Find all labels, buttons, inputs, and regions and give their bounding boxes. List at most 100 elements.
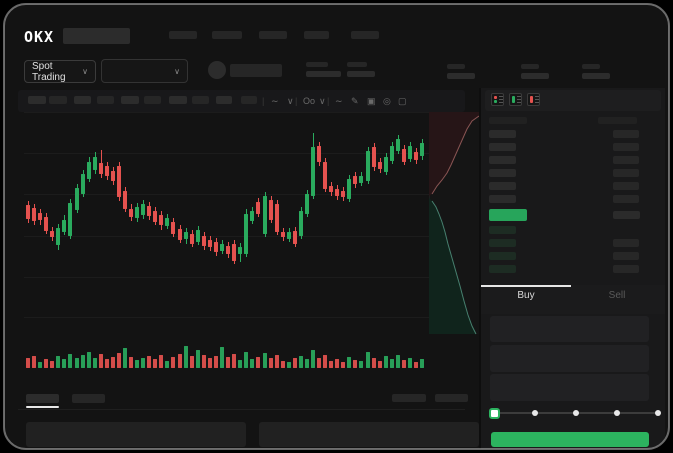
slider-handle[interactable] xyxy=(489,408,500,419)
candlestick xyxy=(372,147,376,167)
timeframe-skeleton xyxy=(28,96,46,104)
total-input[interactable] xyxy=(490,374,649,401)
volume-bar xyxy=(250,359,254,368)
nav-item-skeleton xyxy=(212,31,242,39)
pair-icon-skeleton xyxy=(208,61,226,79)
volume-bar xyxy=(238,360,242,368)
panel-divider xyxy=(479,88,481,449)
volume-bar xyxy=(305,359,309,368)
candlestick xyxy=(366,151,370,181)
volume-bar xyxy=(402,360,406,368)
bid-price-skeleton[interactable] xyxy=(489,226,516,234)
candlestick xyxy=(129,209,133,217)
volume-bar xyxy=(208,358,212,368)
volume-bar xyxy=(165,361,169,368)
amount-input[interactable] xyxy=(490,345,649,372)
orders-table-row-skeleton xyxy=(259,422,479,447)
bid-size-skeleton xyxy=(613,252,639,260)
asks-color-bar xyxy=(530,96,533,103)
pair-dropdown[interactable]: ∨ xyxy=(101,59,188,83)
tab-sell[interactable]: Sell xyxy=(608,290,626,301)
slider-step-dot[interactable] xyxy=(532,410,538,416)
ask-price-skeleton[interactable] xyxy=(489,182,516,190)
book-combined-view-icon[interactable] xyxy=(491,93,504,106)
chart-gridline xyxy=(24,277,429,278)
book-asks-view-icon[interactable] xyxy=(527,93,540,106)
bid-size-skeleton xyxy=(613,265,639,273)
volume-bar xyxy=(378,361,382,368)
draw-tools-icon[interactable]: ✎ xyxy=(351,96,359,106)
candlestick xyxy=(141,204,145,215)
ask-price-skeleton[interactable] xyxy=(489,143,516,151)
orderbook-header-skeleton xyxy=(489,117,527,124)
volume-bar xyxy=(44,359,48,368)
volume-bar xyxy=(341,362,345,368)
buy-submit-button[interactable] xyxy=(491,432,649,447)
candlestick xyxy=(250,211,254,221)
slider-step-dot[interactable] xyxy=(614,410,620,416)
volume-bar xyxy=(244,352,248,368)
candlestick xyxy=(335,189,339,196)
divider xyxy=(18,409,465,410)
chevron-down-icon[interactable]: ∨ xyxy=(319,96,326,106)
separator: | xyxy=(262,96,265,106)
candlestick xyxy=(50,231,54,237)
timeframe-skeleton xyxy=(74,96,91,104)
book-bids-view-icon[interactable] xyxy=(509,93,522,106)
tab-buy[interactable]: Buy xyxy=(517,290,535,301)
candlestick xyxy=(329,186,333,192)
candlestick xyxy=(68,203,72,236)
chevron-down-icon[interactable]: ∨ xyxy=(287,96,294,106)
volume-bar xyxy=(196,350,200,368)
ask-size-skeleton xyxy=(613,195,639,203)
candlestick xyxy=(26,205,30,219)
ask-price-skeleton[interactable] xyxy=(489,130,516,138)
ask-price-skeleton[interactable] xyxy=(489,156,516,164)
volume-bar xyxy=(353,360,357,368)
candlestick xyxy=(341,191,345,197)
candlestick xyxy=(226,246,230,254)
volume-bar xyxy=(38,362,42,368)
alert-icon[interactable]: ◎ xyxy=(383,96,391,106)
candlestick xyxy=(165,218,169,226)
candlestick xyxy=(402,149,406,162)
candlestick xyxy=(232,244,236,261)
bid-price-skeleton[interactable] xyxy=(489,239,516,247)
camera-icon[interactable]: ▣ xyxy=(367,96,376,106)
candlestick xyxy=(378,162,382,169)
candle-style-icon[interactable]: ∼ xyxy=(271,96,279,106)
price-input[interactable] xyxy=(490,316,649,342)
candlestick xyxy=(135,207,139,218)
bottom-tab[interactable] xyxy=(72,394,105,403)
separator: | xyxy=(327,96,330,106)
slider-step-dot[interactable] xyxy=(573,410,579,416)
volume-bar xyxy=(93,358,97,368)
fullscreen-icon[interactable]: ▢ xyxy=(398,96,407,106)
volume-bar xyxy=(141,358,145,368)
depth-overlay-panel xyxy=(429,112,480,334)
candlestick xyxy=(117,166,121,197)
candlestick xyxy=(323,162,327,189)
candlestick xyxy=(359,176,363,183)
orders-table-row-skeleton xyxy=(26,422,246,447)
timeframe-skeleton xyxy=(241,96,257,104)
line-chart-icon[interactable]: ∼ xyxy=(335,96,343,106)
bid-price-skeleton[interactable] xyxy=(489,252,516,260)
volume-bar xyxy=(372,358,376,368)
ask-price-skeleton[interactable] xyxy=(489,195,516,203)
volume-bar xyxy=(287,362,291,368)
candlestick xyxy=(408,146,412,159)
ask-price-skeleton[interactable] xyxy=(489,169,516,177)
last-price-highlight[interactable] xyxy=(489,209,527,221)
bid-price-skeleton[interactable] xyxy=(489,265,516,273)
nav-item-skeleton xyxy=(304,31,329,39)
candlestick xyxy=(87,162,91,179)
timeframe-skeleton xyxy=(121,96,139,104)
candlestick xyxy=(275,204,279,232)
volume-bar xyxy=(226,357,230,368)
candlestick xyxy=(62,220,66,232)
bottom-tab-active[interactable] xyxy=(26,394,59,403)
market-type-selector[interactable]: Spot Trading ∨ xyxy=(24,60,96,83)
slider-step-dot[interactable] xyxy=(655,410,661,416)
indicator-icon[interactable]: Oo xyxy=(303,96,316,106)
